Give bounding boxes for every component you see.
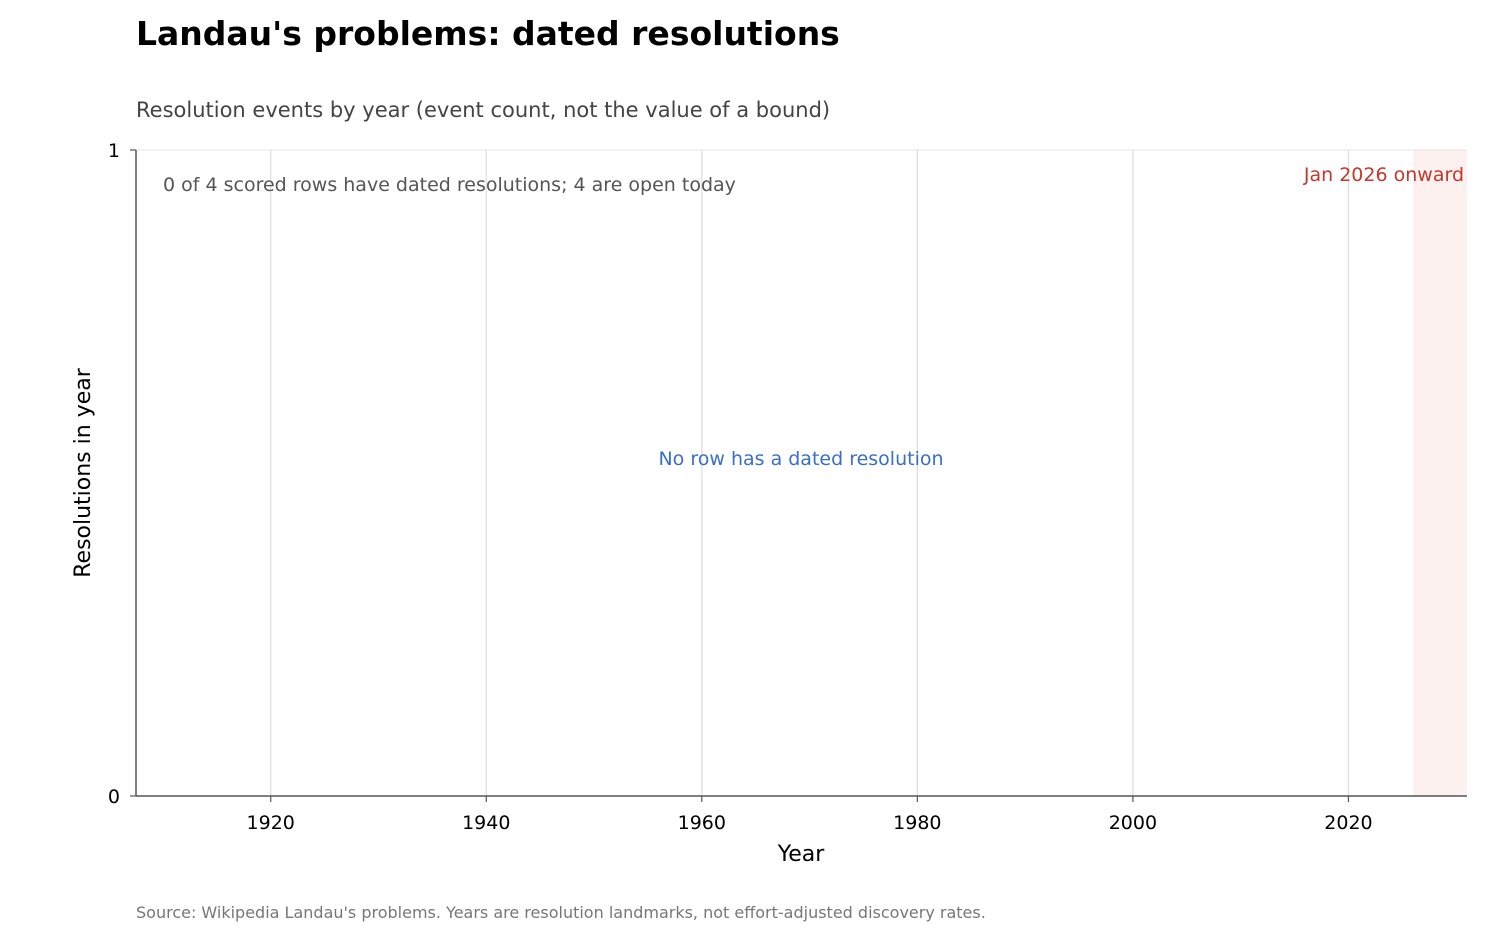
future-band-layer <box>1413 150 1467 796</box>
empty-data-note: No row has a dated resolution <box>658 448 943 470</box>
x-tick-label: 2020 <box>1324 812 1372 834</box>
y-axis-label: Resolutions in year <box>71 367 96 577</box>
x-tick-label: 1980 <box>893 812 941 834</box>
axis-layer <box>135 150 1467 797</box>
future-band-label: Jan 2026 onward <box>1303 164 1464 186</box>
chart-title: Landau's problems: dated resolutions <box>136 14 840 53</box>
future-band <box>1413 150 1467 796</box>
x-tick-label: 1960 <box>678 812 726 834</box>
y-tick-label: 1 <box>108 140 120 162</box>
source-note: Source: Wikipedia Landau's problems. Yea… <box>136 903 986 922</box>
grid-layer <box>136 149 1467 796</box>
y-tick-label: 0 <box>108 786 120 808</box>
x-axis-label: Year <box>777 842 826 867</box>
chart-subtitle: Resolution events by year (event count, … <box>136 98 831 122</box>
status-annotation: 0 of 4 scored rows have dated resolution… <box>163 174 736 196</box>
x-tick-label: 1920 <box>247 812 295 834</box>
x-tick-label: 2000 <box>1109 812 1157 834</box>
tick-layer: 1920 1940 1960 1980 2000 2020 0 1 <box>108 140 1373 834</box>
x-tick-label: 1940 <box>462 812 510 834</box>
